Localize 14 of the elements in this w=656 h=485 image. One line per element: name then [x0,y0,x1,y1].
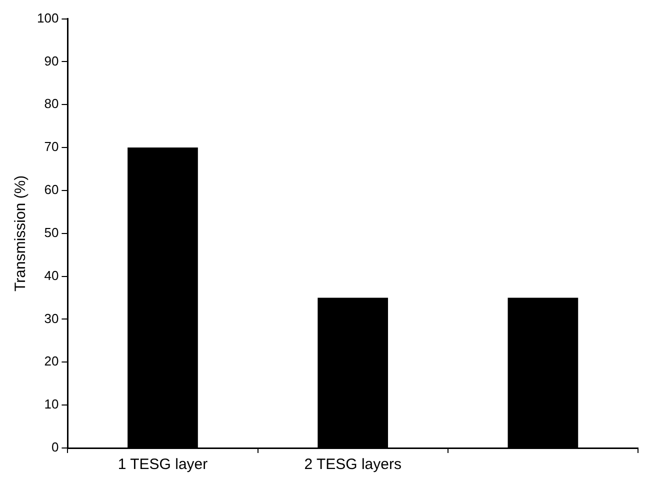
y-tick-label: 100 [36,10,59,26]
y-tick-label: 40 [44,268,59,283]
y-tick-label: 20 [44,354,59,369]
y-tick-label: 10 [44,396,59,412]
y-tick-label: 90 [44,53,59,68]
y-tick-label: 70 [44,139,59,154]
x-tick-label: 1 TESG layer [118,456,208,474]
y-axis-title: Transmission (%) [12,175,30,292]
y-tick-label: 60 [44,182,59,198]
x-tick-label: 2 TESG layers [304,456,402,474]
y-tick-label: 30 [44,310,59,326]
y-tick-label: 50 [44,224,59,240]
y-tick-label: 80 [44,96,59,112]
y-tick-label: 0 [51,440,59,455]
